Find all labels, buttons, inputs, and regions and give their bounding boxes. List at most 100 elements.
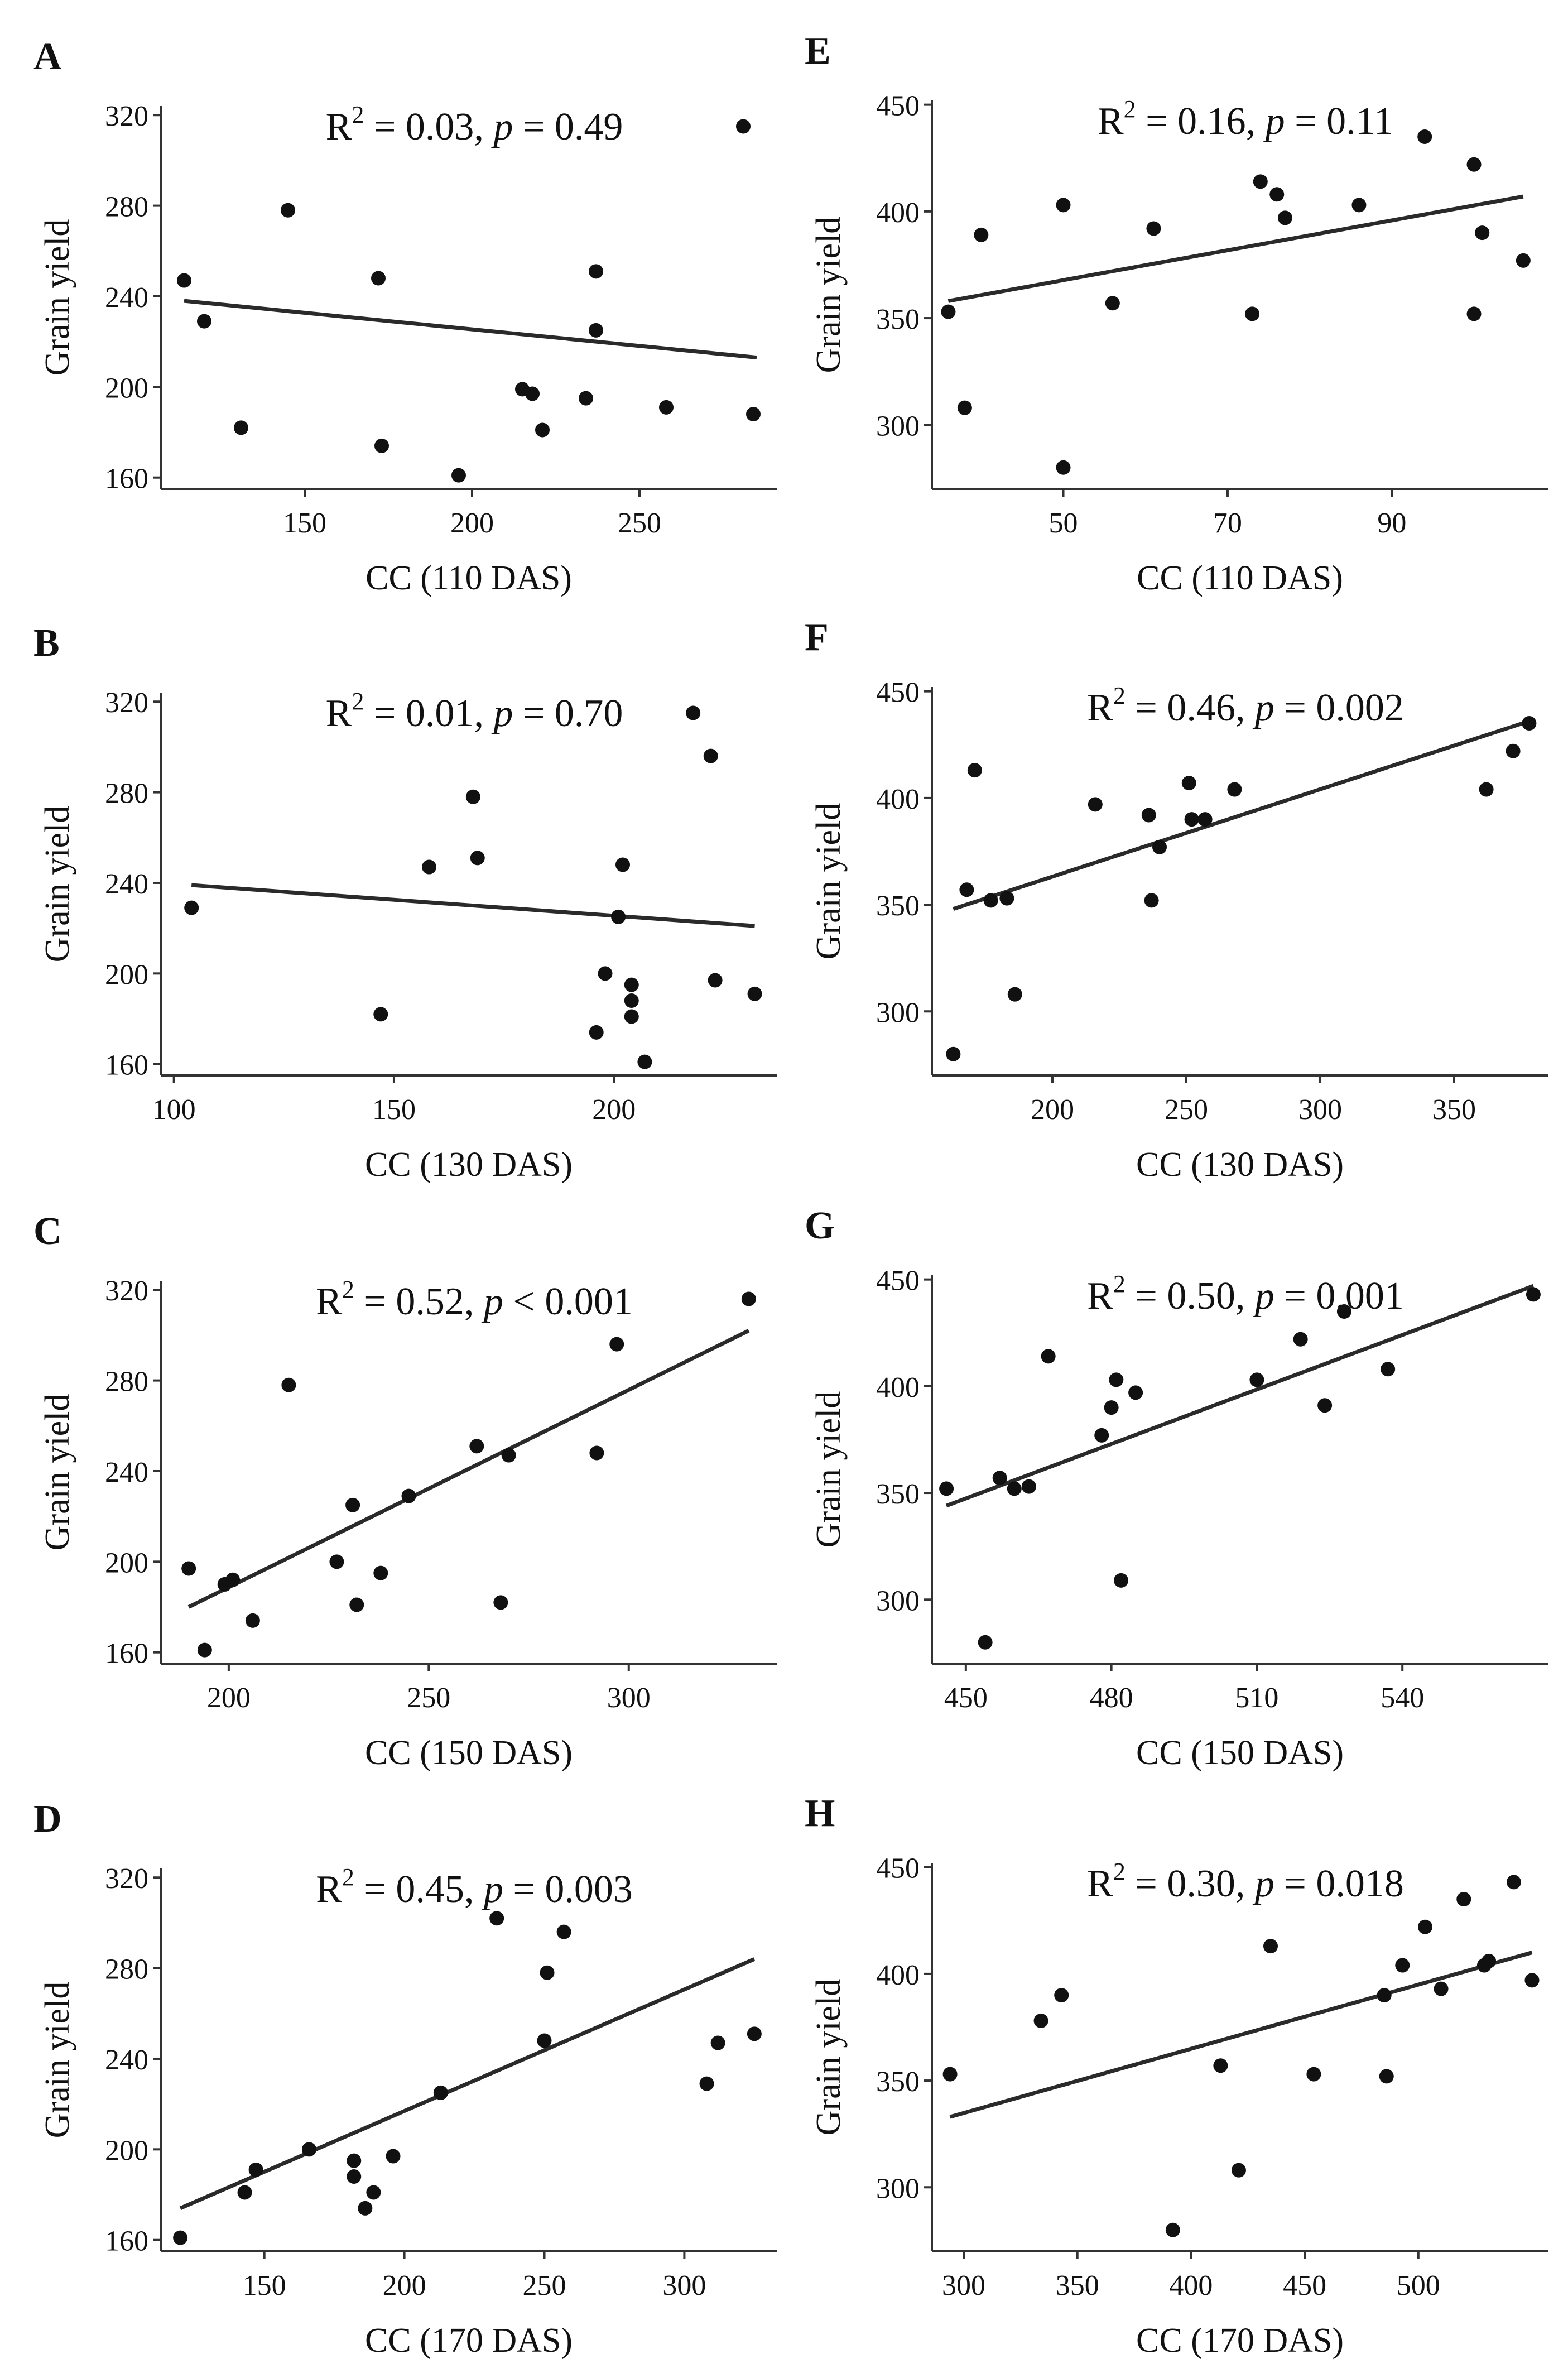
y-axis-title-e: Grain yield [810,217,848,373]
data-point-c [493,1595,508,1610]
data-point-f [959,882,974,897]
data-point-d [537,2033,552,2048]
data-point-d [747,2026,762,2041]
panel-label-d: D [33,1798,62,1841]
data-point-e [1245,306,1260,321]
data-point-c [401,1488,416,1503]
panel-c: C 160 200 240 280 320 200 250 300 CC (150 DAS) Gra… [33,1210,777,1772]
panel-label-c: C [33,1210,62,1253]
y-tick-label-c: 280 [105,1366,148,1398]
panel-label-e: E [805,30,831,73]
y-tick-label-a: 320 [105,100,148,132]
y-axis-title-h: Grain yield [810,1979,848,2136]
data-point-e [1466,157,1482,172]
stat-annotation-a: R2 = 0.03, p = 0.49 [326,101,623,148]
data-point-d [433,2085,448,2100]
data-point-f [1141,808,1156,823]
data-point-g [1109,1372,1124,1387]
data-point-d [237,2185,252,2200]
data-point-a [234,420,248,435]
data-point-g [1381,1362,1396,1377]
y-axis-title-f: Grain yield [810,803,848,960]
data-point-b [470,851,485,866]
data-point-f [1181,776,1196,791]
y-tick-label-a: 200 [105,372,148,404]
x-tick-label-h: 400 [1169,2270,1213,2302]
data-point-e [941,304,956,319]
data-point-f [1152,839,1167,854]
data-point-e [1105,296,1120,311]
data-point-b [465,789,480,804]
data-point-b [589,1025,604,1040]
data-point-b [708,973,723,988]
panel-g: G 300 350 400 450 450 480 510 540 CC (150 DAS) Gra… [805,1204,1548,1772]
data-point-b [624,1009,639,1024]
data-point-c [609,1337,624,1352]
data-point-c [501,1448,516,1463]
x-tick-label-c: 250 [407,1682,450,1714]
regression-line-b [191,883,755,928]
x-axis-title-c: CC (150 DAS) [365,1734,573,1772]
data-point-c [345,1497,360,1512]
data-point-e [1351,198,1367,213]
data-point-g [1128,1385,1143,1400]
data-point-f [967,763,982,778]
regression-line-e [947,194,1524,303]
data-point-h [1231,2163,1246,2178]
x-tick-label-f: 200 [1031,1094,1074,1126]
data-point-g [1293,1332,1308,1347]
stat-annotation-h: R2 = 0.30, p = 0.018 [1087,1858,1404,1905]
x-axis-title-e: CC (110 DAS) [1137,559,1343,597]
data-point-d [556,1924,571,1939]
panel-label-g: G [805,1204,835,1247]
data-point-h [1213,2058,1228,2073]
data-point-h [1263,1939,1278,1954]
data-point-a [177,273,191,288]
data-point-b [422,859,437,875]
data-point-a [746,407,761,422]
x-axis-title-f: CC (130 DAS) [1136,1146,1344,1184]
y-tick-label-b: 320 [105,687,148,719]
data-point-g [1104,1400,1119,1415]
data-point-a [451,468,466,483]
x-axis-title-g: CC (150 DAS) [1136,1734,1344,1772]
panel-label-a: A [33,35,62,78]
x-axis-title-h: CC (170 DAS) [1136,2322,1344,2360]
panel-label-h: H [805,1792,835,1835]
data-point-a [525,386,540,401]
data-point-c [741,1291,756,1306]
data-point-d [366,2185,381,2200]
data-point-e [1475,225,1490,241]
data-point-a [589,264,603,279]
y-tick-label-b: 200 [105,959,148,991]
y-tick-label-h: 350 [876,2066,920,2098]
y-axis-title-g: Grain yield [810,1391,848,1548]
x-tick-label-h: 350 [1056,2270,1099,2302]
data-point-c [469,1439,484,1454]
data-point-f [983,893,998,908]
data-point-g [1526,1287,1541,1302]
y-tick-label-f: 350 [876,890,920,922]
x-tick-label-e: 70 [1213,507,1242,539]
x-tick-label-b: 150 [372,1094,416,1126]
x-tick-label-d: 200 [383,2270,426,2302]
data-point-a [659,400,674,415]
data-point-c [245,1613,260,1628]
data-point-e [957,400,972,415]
y-tick-label-e: 300 [876,410,920,442]
y-tick-label-e: 350 [876,304,920,335]
data-point-b [703,748,718,763]
data-point-f [1506,743,1521,758]
regression-line-d [179,1957,756,2211]
data-point-f [1522,716,1537,731]
y-tick-label-e: 400 [876,197,920,229]
y-tick-label-a: 240 [105,282,148,314]
data-point-c [281,1377,296,1392]
panel-label-f: F [805,616,829,659]
stat-annotation-d: R2 = 0.45, p = 0.003 [316,1863,633,1911]
data-point-e [974,227,989,242]
x-tick-label-f: 350 [1432,1094,1476,1126]
y-tick-label-g: 400 [876,1372,920,1404]
y-tick-label-c: 240 [105,1457,148,1488]
y-axis-title-c: Grain yield [39,1394,76,1551]
